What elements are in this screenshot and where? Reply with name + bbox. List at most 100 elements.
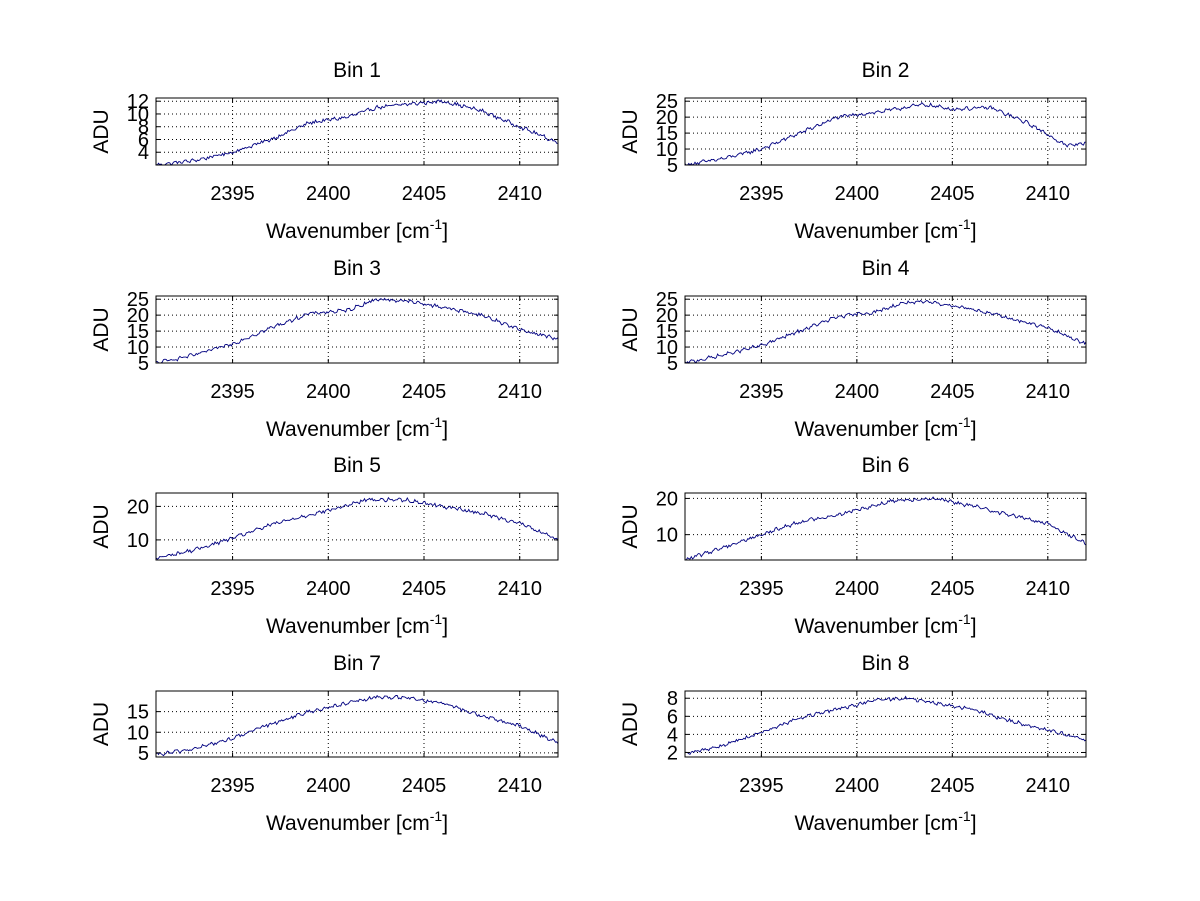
y-tick-label: 20 — [656, 305, 678, 327]
x-axis-label-exponent: -1 — [430, 611, 443, 627]
y-tick-label: 10 — [656, 337, 678, 359]
y-axis-label: ADU — [90, 504, 113, 548]
y-tick-label: 5 — [667, 353, 678, 375]
x-axis-label-exponent: -1 — [430, 216, 443, 232]
y-tick-label: 20 — [656, 488, 678, 510]
x-tick-label: 2410 — [1026, 775, 1071, 797]
x-tick-label: 2405 — [402, 775, 447, 797]
x-tick-label: 2410 — [1026, 578, 1071, 600]
x-tick-label: 2395 — [210, 183, 255, 205]
x-tick-label: 2410 — [497, 775, 542, 797]
spectrum-line — [684, 101, 1086, 166]
x-axis-label-exponent: -1 — [430, 808, 443, 824]
x-axis-label: Wavenumber [cm-1] — [266, 808, 448, 835]
axes-box — [155, 690, 559, 758]
y-tick-label: 20 — [127, 305, 149, 327]
x-axis-label-text: Wavenumber [cm — [266, 418, 430, 441]
subplot-title: Bin 1 — [333, 59, 381, 82]
y-axis-label: ADU — [90, 307, 113, 351]
x-axis-label: Wavenumber [cm-1] — [266, 414, 448, 441]
x-tick-label: 2410 — [497, 578, 542, 600]
y-tick-label: 25 — [127, 289, 149, 311]
y-tick-label: 8 — [667, 688, 678, 710]
x-axis-label-suffix: ] — [971, 220, 977, 243]
x-axis-label-text: Wavenumber [cm — [266, 812, 430, 835]
x-tick-label: 2410 — [1026, 381, 1071, 403]
x-axis-label-suffix: ] — [971, 812, 977, 835]
spectrum-line — [684, 299, 1087, 364]
x-tick-label: 2410 — [1026, 183, 1071, 205]
y-tick-label: 10 — [656, 139, 678, 161]
x-axis-label-suffix: ] — [442, 220, 448, 243]
y-tick-label: 5 — [667, 155, 678, 177]
axes-box — [684, 690, 1087, 758]
x-axis-label: Wavenumber [cm-1] — [266, 216, 448, 243]
x-tick-label: 2400 — [835, 775, 880, 797]
x-tick-label: 2405 — [402, 578, 447, 600]
y-tick-label: 15 — [656, 321, 678, 343]
x-axis-label-exponent: -1 — [430, 414, 443, 430]
y-tick-label: 6 — [138, 129, 149, 151]
y-tick-label: 4 — [667, 724, 678, 746]
y-tick-label: 10 — [127, 722, 149, 744]
spectrum-line — [155, 297, 559, 364]
subplot-6: 2395 2400 2405 2410 10 20 Bin 6 Wavenumber [cm-… — [619, 454, 1087, 638]
x-tick-label: 2405 — [930, 183, 975, 205]
x-axis-label-exponent: -1 — [958, 414, 971, 430]
x-axis-label-text: Wavenumber [cm — [794, 812, 958, 835]
subplot-title: Bin 5 — [333, 454, 381, 477]
y-axis-label: ADU — [90, 109, 113, 153]
x-axis-label-suffix: ] — [971, 418, 977, 441]
subplot-title: Bin 7 — [333, 652, 381, 675]
y-tick-label: 6 — [667, 706, 678, 728]
y-tick-label: 4 — [138, 142, 149, 164]
x-tick-label: 2405 — [402, 183, 447, 205]
x-axis-label-suffix: ] — [971, 615, 977, 638]
x-axis-label-suffix: ] — [442, 615, 448, 638]
spectrum-line — [155, 496, 559, 560]
y-tick-label: 20 — [127, 496, 149, 518]
y-tick-label: 5 — [138, 353, 149, 375]
y-tick-label: 5 — [138, 743, 149, 765]
y-tick-label: 15 — [656, 123, 678, 145]
x-tick-label: 2400 — [306, 381, 351, 403]
x-tick-label: 2400 — [306, 183, 351, 205]
axes-box — [684, 97, 1087, 166]
x-tick-label: 2395 — [739, 775, 784, 797]
axes-box — [155, 492, 559, 561]
x-axis-label-suffix: ] — [442, 418, 448, 441]
y-tick-label: 10 — [127, 530, 149, 552]
y-tick-label: 15 — [127, 702, 149, 724]
y-tick-label: 8 — [138, 117, 149, 139]
subplot-title: Bin 2 — [862, 59, 910, 82]
y-tick-label: 25 — [656, 289, 678, 311]
y-tick-label: 10 — [127, 104, 149, 126]
y-axis-label: ADU — [619, 504, 642, 548]
x-axis-label-exponent: -1 — [958, 808, 971, 824]
axes-box — [155, 97, 559, 166]
y-axis-label: ADU — [619, 109, 642, 153]
x-axis-label: Wavenumber [cm-1] — [266, 611, 448, 638]
x-tick-label: 2395 — [210, 578, 255, 600]
spectrum-line — [684, 496, 1087, 561]
y-tick-label: 10 — [656, 525, 678, 547]
y-tick-label: 2 — [667, 742, 678, 764]
x-axis-label: Wavenumber [cm-1] — [794, 216, 976, 243]
x-tick-label: 2400 — [835, 578, 880, 600]
x-tick-label: 2395 — [739, 183, 784, 205]
x-axis-label-text: Wavenumber [cm — [266, 220, 430, 243]
x-axis-label: Wavenumber [cm-1] — [794, 414, 976, 441]
x-tick-label: 2400 — [306, 775, 351, 797]
x-axis-label-text: Wavenumber [cm — [794, 220, 958, 243]
y-tick-label: 20 — [656, 107, 678, 129]
x-axis-label: Wavenumber [cm-1] — [794, 611, 976, 638]
x-axis-label-exponent: -1 — [958, 216, 971, 232]
subplot-title: Bin 8 — [862, 652, 910, 675]
